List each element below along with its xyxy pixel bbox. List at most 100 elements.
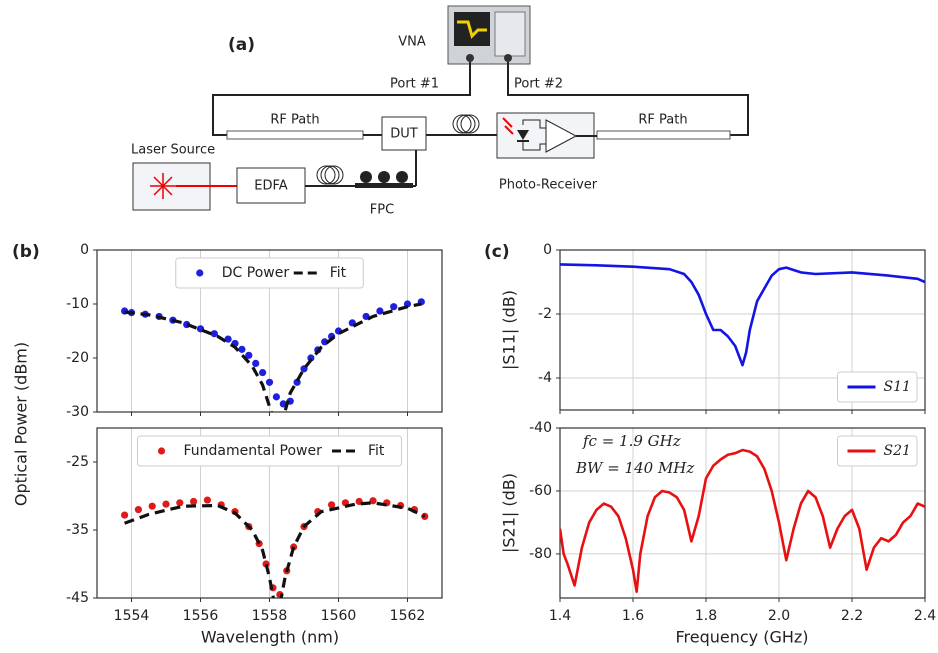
receiver-label: Photo-Receiver <box>499 178 598 193</box>
x-axis-label: Wavelength (nm) <box>201 628 339 647</box>
amplifier-symbol <box>545 119 578 153</box>
vna-keys <box>494 11 526 57</box>
vna-trace <box>457 20 487 39</box>
legend-box <box>137 435 402 467</box>
rf-path <box>226 130 364 140</box>
plot-frame <box>96 427 443 599</box>
fpc-body <box>355 183 413 188</box>
data-point <box>321 338 329 346</box>
wire <box>522 119 546 129</box>
data-line <box>560 263 925 367</box>
x-tick-label: 1560 <box>321 608 357 624</box>
data-line <box>124 501 426 598</box>
legend-marker <box>157 447 166 455</box>
data-point <box>390 303 398 311</box>
y-tick-label: -30 <box>66 404 89 420</box>
annotation: fc = 1.9 GHz <box>582 432 681 450</box>
legend-box <box>175 257 364 289</box>
x-tick-label: 2.2 <box>841 608 863 624</box>
y-tick-label: 0 <box>543 242 552 258</box>
y-tick-label: -40 <box>529 420 552 436</box>
cable <box>212 62 471 136</box>
y-tick-label: -10 <box>66 296 89 312</box>
laser-label: Laser Source <box>131 143 215 158</box>
x-tick-label: 1558 <box>252 608 288 624</box>
legend-box <box>837 371 918 403</box>
data-point <box>252 359 260 367</box>
legend-label: Fundamental Power <box>184 443 323 459</box>
rf-path <box>596 130 731 140</box>
fiber-coil <box>456 114 476 134</box>
dut-label: DUT <box>390 127 418 142</box>
photodiode <box>517 130 529 140</box>
fiber-coil <box>460 114 480 134</box>
x-tick-label: 2.4 <box>914 608 936 624</box>
x-tick-label: 1.4 <box>549 608 571 624</box>
data-point <box>245 351 253 359</box>
fiber-coil <box>320 165 340 185</box>
fiber-coil <box>324 165 344 185</box>
light-arrow <box>502 117 513 128</box>
edfa-box <box>236 167 306 204</box>
data-point <box>121 511 129 519</box>
data-point <box>162 500 170 508</box>
data-point <box>265 378 274 386</box>
panel-label: (a) <box>228 35 255 55</box>
y-axis-label: |S21| (dB) <box>500 473 519 553</box>
x-tick-label: 1556 <box>183 608 219 624</box>
data-line <box>560 448 925 593</box>
edfa-label: EDFA <box>254 179 288 194</box>
port-label: Port #2 <box>514 77 563 92</box>
data-point <box>134 506 142 514</box>
data-point <box>369 497 377 505</box>
x-tick-label: 2.0 <box>768 608 790 624</box>
y-tick-label: -35 <box>66 522 89 538</box>
data-point <box>238 345 246 353</box>
data-point <box>376 307 384 315</box>
data-point <box>210 330 218 338</box>
y-tick-label: -80 <box>529 546 552 562</box>
fpc-label: FPC <box>370 203 394 218</box>
plot-frame <box>559 249 926 411</box>
legend-label: DC Power <box>222 265 290 281</box>
y-tick-label: -20 <box>66 350 89 366</box>
light-arrow <box>504 125 514 135</box>
wire <box>522 141 546 151</box>
port-label: Port #1 <box>390 77 439 92</box>
data-point <box>203 496 211 504</box>
annotation: BW = 140 MHz <box>575 459 694 477</box>
y-tick-label: -2 <box>538 306 552 322</box>
rf-path-label: RF Path <box>270 113 319 128</box>
fpc-paddle <box>396 171 408 183</box>
data-line <box>124 302 422 412</box>
data-point <box>272 393 280 401</box>
data-point <box>148 502 156 510</box>
y-axis-label: |S11| (dB) <box>500 290 519 370</box>
legend-marker <box>196 269 204 277</box>
legend-box <box>837 435 918 467</box>
x-tick-label: 1.6 <box>622 608 644 624</box>
data-point <box>176 499 184 507</box>
dut-box <box>381 116 427 151</box>
data-point <box>224 335 232 343</box>
panel-label: (c) <box>484 242 510 262</box>
panel-label: (b) <box>12 242 40 262</box>
laser-icon <box>150 173 176 199</box>
legend-label: S11 <box>884 379 911 395</box>
y-tick-label: -25 <box>66 454 89 470</box>
instrument-label: VNA <box>398 35 426 50</box>
y-axis-label: Optical Power (dBm) <box>12 342 31 506</box>
fpc-paddle <box>360 171 372 183</box>
data-point <box>190 497 198 506</box>
legend-label: Fit <box>330 265 347 281</box>
y-tick-label: -45 <box>66 590 89 606</box>
y-tick-label: -4 <box>538 370 552 386</box>
plot-frame <box>559 427 926 599</box>
y-tick-label: -60 <box>529 483 552 499</box>
fiber-coil <box>452 114 472 134</box>
x-tick-label: 1.8 <box>695 608 717 624</box>
data-point <box>259 368 267 377</box>
data-point <box>328 501 336 509</box>
setup-diagram: (a) VNA Port #1 Port #2 RF Path RF Path … <box>131 5 749 218</box>
